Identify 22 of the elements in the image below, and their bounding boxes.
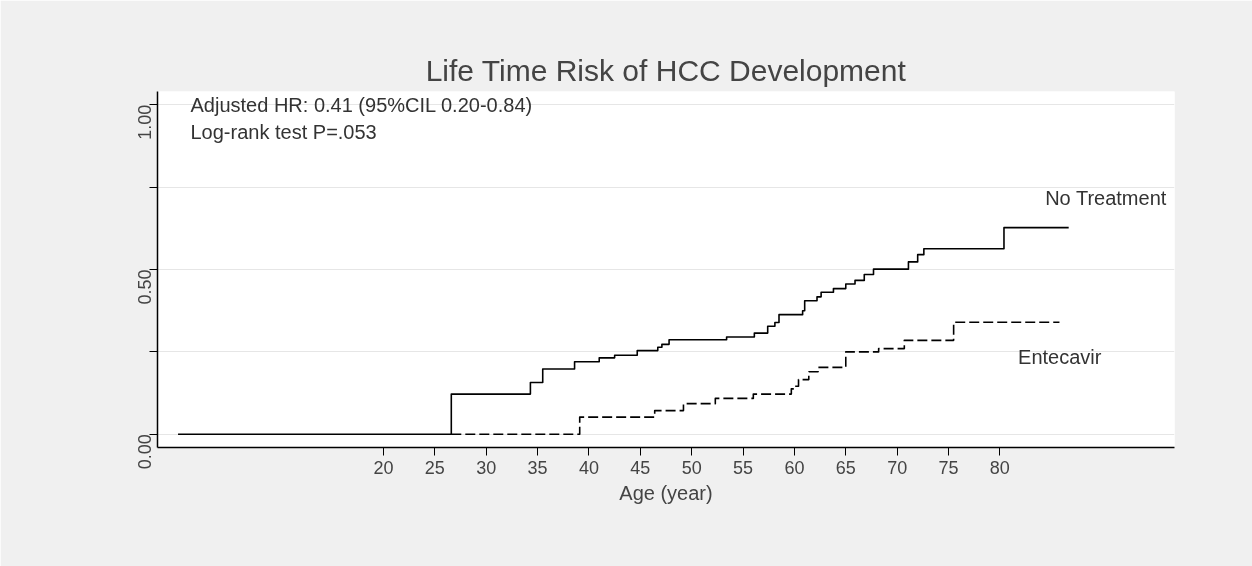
series-label: No Treatment (1045, 186, 1167, 209)
x-tick-label: 70 (887, 457, 908, 478)
x-tick-label: 20 (373, 457, 394, 478)
x-tick-label: 80 (989, 457, 1010, 478)
y-tick-label: 0.50 (135, 269, 155, 305)
x-tick-label: 25 (424, 457, 445, 478)
chart-title: Life Time Risk of HCC Development (425, 53, 907, 87)
x-tick-label: 50 (681, 457, 702, 478)
x-tick-label: 40 (578, 457, 599, 478)
x-tick-label: 45 (630, 457, 651, 478)
annotation: Adjusted HR: 0.41 (95%CIL 0.20-0.84) (190, 93, 533, 116)
annotation: Log-rank test P=.053 (190, 120, 377, 143)
x-tick-label: 60 (784, 457, 805, 478)
x-tick-label: 55 (733, 457, 754, 478)
x-axis-title: Age (year) (619, 481, 713, 504)
y-tick-label: 1.00 (135, 104, 155, 140)
x-tick-label: 65 (835, 457, 856, 478)
x-tick-label: 30 (476, 457, 497, 478)
series-label: Entecavir (1018, 346, 1102, 369)
x-tick-label: 35 (527, 457, 548, 478)
y-tick-label: 0.00 (135, 434, 155, 470)
x-tick-label: 75 (938, 457, 959, 478)
